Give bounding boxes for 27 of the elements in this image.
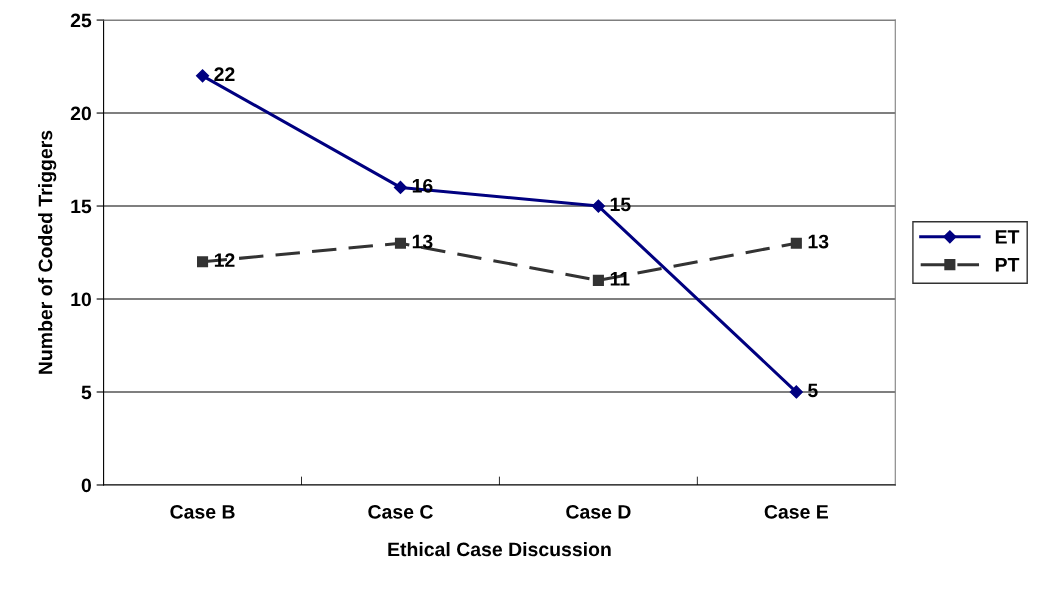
x-axis-title: Ethical Case Discussion — [388, 541, 611, 557]
point — [393, 180, 408, 195]
legend-label: PT — [995, 258, 1020, 272]
y-tick-label: 15 — [71, 199, 92, 214]
x-tick-label: Case B — [170, 504, 235, 519]
x-tick-label: Case C — [368, 504, 433, 519]
point — [195, 69, 210, 83]
point — [196, 256, 209, 268]
point — [394, 237, 407, 249]
y-tick-label: 5 — [81, 385, 92, 400]
y-tick-label: 20 — [70, 106, 91, 121]
data-label: 13 — [808, 234, 829, 249]
data-label: 13 — [412, 234, 433, 249]
x-tick-label: Case E — [764, 504, 828, 519]
point — [789, 385, 803, 399]
data-label: 15 — [610, 197, 631, 212]
y-tick-label: 10 — [71, 292, 91, 307]
y-tick-label: 0 — [81, 478, 91, 493]
y-axis-title: Number of Coded Triggers — [38, 130, 57, 374]
data-label: 22 — [214, 67, 235, 81]
data-label: 5 — [808, 383, 818, 398]
point — [592, 274, 604, 286]
point — [591, 199, 605, 213]
y-tick-label: 25 — [70, 13, 92, 28]
x-tick-label: Case D — [566, 504, 631, 519]
legend-label: ET — [995, 230, 1020, 244]
point — [790, 237, 802, 249]
